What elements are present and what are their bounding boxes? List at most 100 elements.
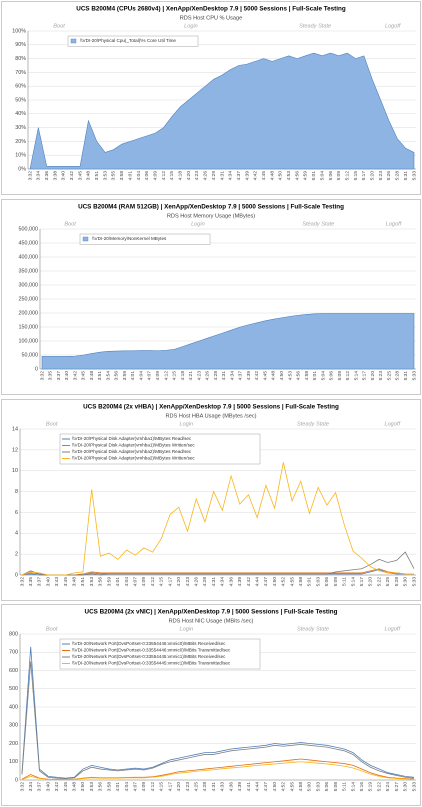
x-tick-label: 5:25 <box>385 577 391 587</box>
x-tick-label: 4:09 <box>141 782 147 792</box>
y-tick-label: 0% <box>18 166 26 172</box>
chart-subtitle: RDS Host NIC Usage (MBits /sec) <box>169 618 254 624</box>
x-tick-label: 3:34 <box>36 171 42 181</box>
x-tick-label: 4:48 <box>269 171 275 181</box>
legend-label: \\VDI-20\Physical Disk Adapter(vmhba1)\M… <box>72 436 192 441</box>
x-tick-label: 5:25 <box>386 371 392 381</box>
x-tick-label: 3:40 <box>45 782 51 792</box>
x-tick-label: 5:28 <box>394 577 400 587</box>
phase-label: Logoff <box>386 221 403 227</box>
phase-label: Login <box>179 626 193 632</box>
x-tick-label: 3:56 <box>98 782 104 792</box>
y-tick-label: 100% <box>12 28 26 34</box>
phase-label: Boot <box>46 421 58 427</box>
y-tick-label: 4 <box>15 531 18 537</box>
x-tick-label: 4:42 <box>246 577 252 587</box>
y-tick-label: 800 <box>9 631 18 637</box>
x-tick-label: 4:12 <box>150 782 156 792</box>
x-tick-label: 5:01 <box>312 371 318 381</box>
x-tick-label: 4:20 <box>186 171 192 181</box>
x-tick-label: 4:06 <box>144 171 150 181</box>
x-tick-label: 3:45 <box>63 577 69 587</box>
x-tick-label: 3:37 <box>37 782 43 792</box>
x-tick-label: 5:20 <box>370 371 376 381</box>
x-tick-label: 5:14 <box>350 577 356 587</box>
x-tick-label: 3:35 <box>28 577 34 587</box>
x-tick-label: 5:14 <box>350 782 356 792</box>
phase-label: Logoff <box>384 421 401 427</box>
phase-label: Login <box>179 421 193 427</box>
phase-label: Steady State <box>299 23 331 29</box>
chart-title: UCS B200M4 (RAM 512GB) | XenApp/XenDeskt… <box>78 204 344 211</box>
x-tick-label: 4:15 <box>172 371 178 381</box>
y-tick-label: 70% <box>15 70 26 76</box>
x-tick-label: 3:43 <box>54 577 60 587</box>
line <box>21 661 415 779</box>
x-tick-label: 3:32 <box>19 782 25 792</box>
y-tick-label: 10% <box>15 153 26 159</box>
area <box>29 52 415 170</box>
x-tick-label: 5:20 <box>368 577 374 587</box>
x-tick-label: 4:31 <box>221 371 227 381</box>
x-tick-label: 4:01 <box>115 782 121 792</box>
x-tick-label: 3:55 <box>111 171 117 181</box>
x-tick-label: 3:48 <box>86 171 92 181</box>
x-tick-label: 5:30 <box>403 782 409 792</box>
panel-border <box>1 604 421 806</box>
x-tick-label: 4:31 <box>211 577 217 587</box>
chart-title: UCS B200M4 (2x vNIC) | XenApp/XenDesktop… <box>85 609 338 616</box>
x-tick-label: 3:37 <box>56 371 62 381</box>
phase-label: Boot <box>64 221 76 227</box>
x-tick-label: 5:16 <box>359 782 365 792</box>
x-tick-label: 5:09 <box>337 371 343 381</box>
x-tick-label: 5:14 <box>353 371 359 381</box>
phase-label: Logoff <box>385 23 402 29</box>
legend-label: \\VDI-20\Physical Cpu(_Total)\% Core Uti… <box>80 38 176 43</box>
x-tick-label: 4:47 <box>263 782 269 792</box>
x-tick-label: 4:28 <box>202 577 208 587</box>
line <box>21 761 415 781</box>
x-tick-label: 3:54 <box>105 371 111 381</box>
x-tick-label: 5:17 <box>361 171 367 181</box>
x-tick-label: 3:32 <box>19 577 25 587</box>
x-tick-label: 5:27 <box>394 782 400 792</box>
x-tick-label: 3:53 <box>89 782 95 792</box>
x-tick-label: 3:36 <box>44 171 50 181</box>
legend-box <box>67 35 199 47</box>
x-tick-label: 4:21 <box>188 371 194 381</box>
x-tick-label: 5:33 <box>411 782 417 792</box>
legend-label: \\VDI-20\Network Port(DvsPortset-0:33554… <box>72 661 231 666</box>
y-tick-label: 150,000 <box>19 324 39 330</box>
x-tick-label: 4:55 <box>289 577 295 587</box>
x-tick-label: 4:50 <box>278 171 284 181</box>
phase-label: Login <box>191 221 205 227</box>
y-tick-label: 60% <box>15 84 26 90</box>
x-tick-label: 4:50 <box>279 371 285 381</box>
x-tick-label: 4:18 <box>178 171 184 181</box>
x-tick-label: 3:37 <box>37 577 43 587</box>
y-tick-label: 300,000 <box>19 282 39 288</box>
x-tick-label: 4:07 <box>133 782 139 792</box>
x-tick-label: 4:56 <box>296 371 302 381</box>
y-tick-label: 10 <box>12 468 18 474</box>
x-tick-label: 5:01 <box>311 171 317 181</box>
y-tick-label: 20% <box>15 139 26 145</box>
x-tick-label: 4:23 <box>194 171 200 181</box>
x-tick-label: 4:41 <box>246 782 252 792</box>
x-tick-label: 5:06 <box>324 577 330 587</box>
x-tick-label: 5:15 <box>353 171 359 181</box>
x-tick-label: 4:07 <box>133 577 139 587</box>
x-tick-label: 5:30 <box>403 577 409 587</box>
x-tick-label: 4:45 <box>261 171 267 181</box>
x-tick-label: 5:00 <box>307 782 313 792</box>
y-tick-label: 30% <box>15 125 26 131</box>
x-tick-label: 3:42 <box>72 371 78 381</box>
y-tick-label: 500 <box>9 686 18 692</box>
x-tick-label: 4:26 <box>193 577 199 587</box>
x-tick-label: 5:09 <box>333 577 339 587</box>
phase-label: Boot <box>53 23 65 29</box>
x-tick-label: 5:04 <box>320 371 326 381</box>
x-tick-label: 4:45 <box>262 371 268 381</box>
x-tick-label: 4:29 <box>211 171 217 181</box>
x-tick-label: 5:17 <box>359 577 365 587</box>
